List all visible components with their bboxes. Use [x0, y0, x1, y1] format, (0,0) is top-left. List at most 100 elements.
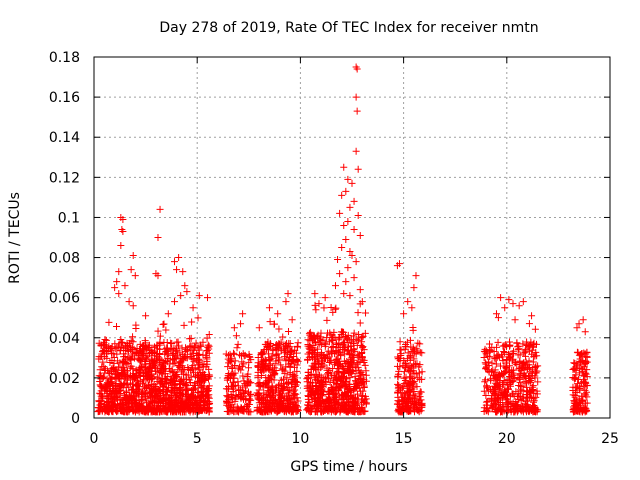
data-point — [118, 359, 126, 367]
data-point — [519, 298, 527, 306]
data-point — [179, 366, 187, 374]
data-point — [119, 399, 127, 407]
data-point — [108, 343, 116, 351]
data-point — [186, 343, 194, 351]
data-point — [141, 337, 149, 345]
y-tick-label: 0.04 — [49, 331, 80, 347]
data-point — [531, 364, 539, 372]
data-point — [328, 349, 336, 357]
data-point — [320, 361, 328, 369]
data-point — [359, 378, 367, 386]
y-axis-label: ROTI / TECUs — [7, 192, 23, 284]
data-point — [146, 376, 154, 384]
data-point — [288, 316, 296, 324]
data-point — [354, 211, 362, 219]
data-point — [342, 187, 350, 195]
data-point — [245, 408, 253, 416]
data-point — [274, 382, 282, 390]
data-point — [414, 374, 422, 382]
data-point — [341, 401, 349, 409]
data-point — [268, 352, 276, 360]
data-point — [336, 333, 344, 341]
data-point — [313, 376, 321, 384]
data-point — [103, 387, 111, 395]
data-point — [484, 397, 492, 405]
data-point — [281, 367, 289, 375]
data-point — [348, 406, 356, 414]
data-point — [162, 357, 170, 365]
data-point — [500, 390, 508, 398]
data-point — [240, 352, 248, 360]
data-point — [146, 384, 154, 392]
data-point — [279, 333, 287, 341]
data-point — [133, 387, 141, 395]
y-tick-label: 0.08 — [49, 251, 80, 267]
data-point — [315, 377, 323, 385]
data-point — [579, 378, 587, 386]
data-point — [271, 371, 279, 379]
data-point — [354, 336, 362, 344]
data-point — [416, 375, 424, 383]
data-point — [404, 406, 412, 414]
data-point — [237, 404, 245, 412]
data-point — [183, 288, 191, 296]
data-point — [266, 388, 274, 396]
data-point — [344, 331, 352, 339]
data-point — [329, 343, 337, 351]
data-point — [358, 379, 366, 387]
data-point — [195, 355, 203, 363]
data-point — [224, 355, 232, 363]
data-point — [307, 379, 315, 387]
data-point — [125, 383, 133, 391]
data-point — [492, 360, 500, 368]
data-point — [356, 371, 364, 379]
data-point — [501, 367, 509, 375]
data-point — [189, 386, 197, 394]
data-point — [338, 405, 346, 413]
data-point — [519, 340, 527, 348]
data-point — [352, 147, 360, 155]
data-point — [354, 309, 362, 317]
data-point — [335, 387, 343, 395]
data-point — [481, 376, 489, 384]
data-point — [489, 366, 497, 374]
data-point — [394, 380, 402, 388]
data-point — [224, 407, 232, 415]
data-point — [306, 387, 314, 395]
data-point — [343, 334, 351, 342]
data-point — [147, 367, 155, 375]
data-point — [483, 405, 491, 413]
data-point — [523, 393, 531, 401]
data-point — [404, 298, 412, 306]
data-point — [409, 391, 417, 399]
data-point — [349, 397, 357, 405]
data-point — [516, 375, 524, 383]
data-point — [573, 324, 581, 332]
data-point — [192, 339, 200, 347]
data-point — [312, 306, 320, 314]
data-point — [525, 357, 533, 365]
data-point — [396, 346, 404, 354]
data-point — [416, 340, 424, 348]
data-point — [232, 332, 240, 340]
data-point — [359, 387, 367, 395]
data-point — [293, 342, 301, 350]
data-point — [174, 338, 182, 346]
data-point — [358, 333, 366, 341]
data-point — [515, 302, 523, 310]
data-point — [259, 350, 267, 358]
data-point — [490, 354, 498, 362]
data-point — [262, 361, 270, 369]
data-point — [201, 371, 209, 379]
data-point — [136, 346, 144, 354]
data-point — [482, 391, 490, 399]
data-point — [519, 387, 527, 395]
data-point — [515, 365, 523, 373]
data-point — [344, 264, 352, 272]
data-point — [145, 350, 153, 358]
data-point — [394, 372, 402, 380]
data-point — [357, 404, 365, 412]
data-point — [186, 395, 194, 403]
data-point — [235, 408, 243, 416]
data-point — [235, 365, 243, 373]
